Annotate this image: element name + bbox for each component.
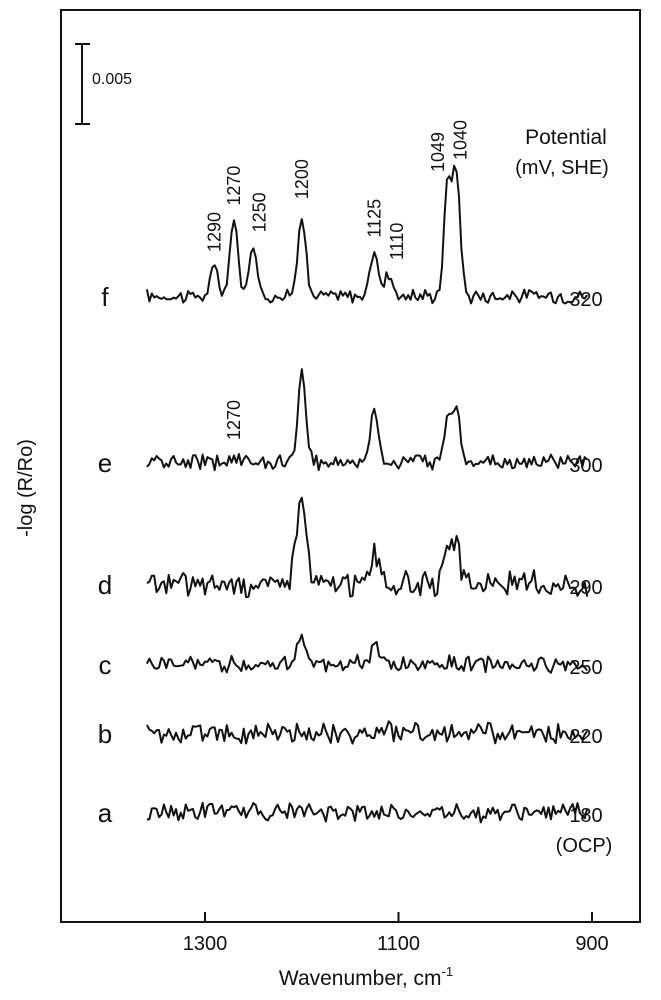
- spectrum-trace-f: [145, 164, 589, 305]
- potential-value-f: 320: [569, 289, 602, 311]
- x-axis-label: Wavenumber, cm-1: [279, 964, 453, 990]
- peak-label-f-1110: 1110: [387, 223, 407, 260]
- legend-header-units: (mV, SHE): [515, 157, 609, 179]
- trace-letter-a: a: [98, 798, 113, 828]
- peak-label-f-1270: 1270: [224, 166, 244, 206]
- trace-letter-f: f: [101, 282, 109, 312]
- potential-value-b: 220: [569, 726, 602, 748]
- peak-label-f-1200: 1200: [292, 159, 312, 199]
- peak-label-f-1040: 1040: [451, 120, 471, 160]
- x-axis-label-superscript: -1: [442, 964, 454, 979]
- trace-letter-d: d: [98, 570, 112, 600]
- peak-label-f-1125: 1125: [364, 199, 384, 238]
- y-axis-label: -log (R/Ro): [15, 439, 37, 537]
- peak-label-e-1270: 1270: [224, 400, 244, 440]
- spectrum-trace-c: [146, 633, 589, 674]
- legend-header-potential: Potential: [525, 126, 607, 149]
- potential-value-a: 180: [569, 805, 602, 827]
- potential-value-d: 290: [569, 577, 602, 599]
- potential-value-c: 250: [569, 657, 602, 679]
- x-tick-label-900: 900: [575, 933, 608, 955]
- trace-letter-e: e: [98, 448, 112, 478]
- x-tick-label-1100: 1100: [377, 933, 420, 955]
- x-tick-label-1300: 1300: [183, 933, 228, 955]
- scale-bar: 0.005: [75, 43, 132, 125]
- potential-value-e: 300: [569, 455, 602, 477]
- potential-note-a: (OCP): [556, 835, 613, 857]
- spectrum-trace-d: [146, 496, 589, 599]
- x-axis-label-text: Wavenumber, cm: [279, 967, 442, 990]
- spectrum-trace-e: [146, 368, 588, 472]
- peak-label-f-1049: 1049: [428, 132, 448, 172]
- peak-label-f-1250: 1250: [249, 192, 269, 232]
- trace-letter-b: b: [98, 719, 112, 749]
- spectrum-trace-b: [146, 720, 588, 745]
- scale-bar-label: 0.005: [92, 71, 132, 88]
- spectrum-trace-a: [146, 801, 589, 824]
- peak-label-f-1290: 1290: [205, 212, 225, 252]
- plot-frame: [60, 9, 641, 923]
- trace-letter-c: c: [99, 650, 112, 680]
